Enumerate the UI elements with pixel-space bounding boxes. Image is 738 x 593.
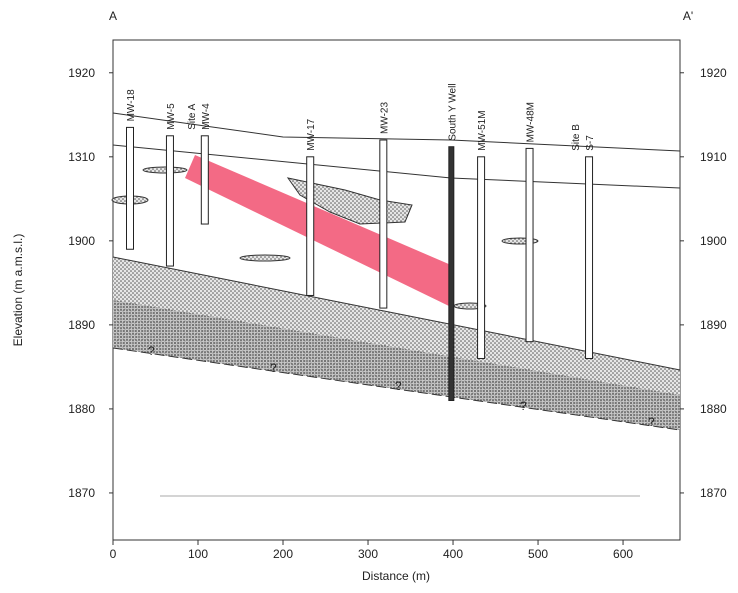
x-tick-label: 400	[443, 547, 463, 561]
well	[165, 135, 174, 267]
y2-tick-label: 1920	[700, 66, 727, 80]
well-label: MW-23	[379, 102, 390, 134]
site-label: Site A	[187, 103, 198, 129]
y-axis-title: Elevation (m a.m.s.l.)	[11, 234, 25, 347]
y2-tick-label: 1900	[700, 234, 727, 248]
ground-surface	[112, 112, 681, 152]
well-label: MW-4	[201, 103, 212, 130]
y-tick-label: 1890	[68, 318, 95, 332]
well-label: MW-48M	[526, 102, 537, 142]
lower-unit	[113, 300, 680, 430]
x-tick-label: 600	[613, 547, 633, 561]
annotation: ?	[148, 344, 155, 358]
x-tick-label: 200	[273, 547, 293, 561]
lens	[142, 166, 188, 174]
y-tick-label: 1900	[68, 234, 95, 248]
y-tick-label: 1310	[68, 150, 95, 164]
y-tick-label: 1880	[68, 402, 95, 416]
y-tick-label: 1870	[68, 486, 95, 500]
well	[448, 146, 455, 402]
well-label: MW-5	[166, 103, 177, 130]
y2-tick-label: 1870	[700, 486, 727, 500]
lens	[239, 254, 291, 262]
y2-tick-label: 1910	[700, 150, 727, 164]
annotation: ?	[270, 361, 277, 375]
site-label: Site B	[571, 124, 582, 151]
well-label: MW-18	[126, 89, 137, 121]
annotation: ?	[395, 379, 402, 393]
y-tick-label: 1920	[68, 66, 95, 80]
well	[477, 156, 486, 359]
well-label: MW-51M	[477, 110, 488, 150]
y2-tick-label: 1880	[700, 402, 727, 416]
annotation: ?	[648, 415, 655, 429]
well-label: S-7	[585, 135, 596, 151]
well	[379, 139, 388, 309]
well	[585, 156, 594, 359]
x-tick-label: 100	[188, 547, 208, 561]
contact-line	[112, 347, 681, 431]
well	[126, 126, 135, 250]
x-axis-title: Distance (m)	[362, 569, 430, 583]
y2-tick-label: 1890	[700, 318, 727, 332]
x-tick-label: 0	[110, 547, 117, 561]
x-tick-label: 500	[528, 547, 548, 561]
section-end: A'	[683, 9, 693, 23]
well	[306, 156, 315, 296]
well-label: MW-17	[306, 118, 317, 150]
annotation: ?	[520, 399, 527, 413]
well-label: South Y Well	[447, 83, 458, 140]
section-start: A	[109, 9, 117, 23]
well	[525, 147, 534, 343]
well	[200, 135, 209, 225]
x-tick-label: 300	[358, 547, 378, 561]
